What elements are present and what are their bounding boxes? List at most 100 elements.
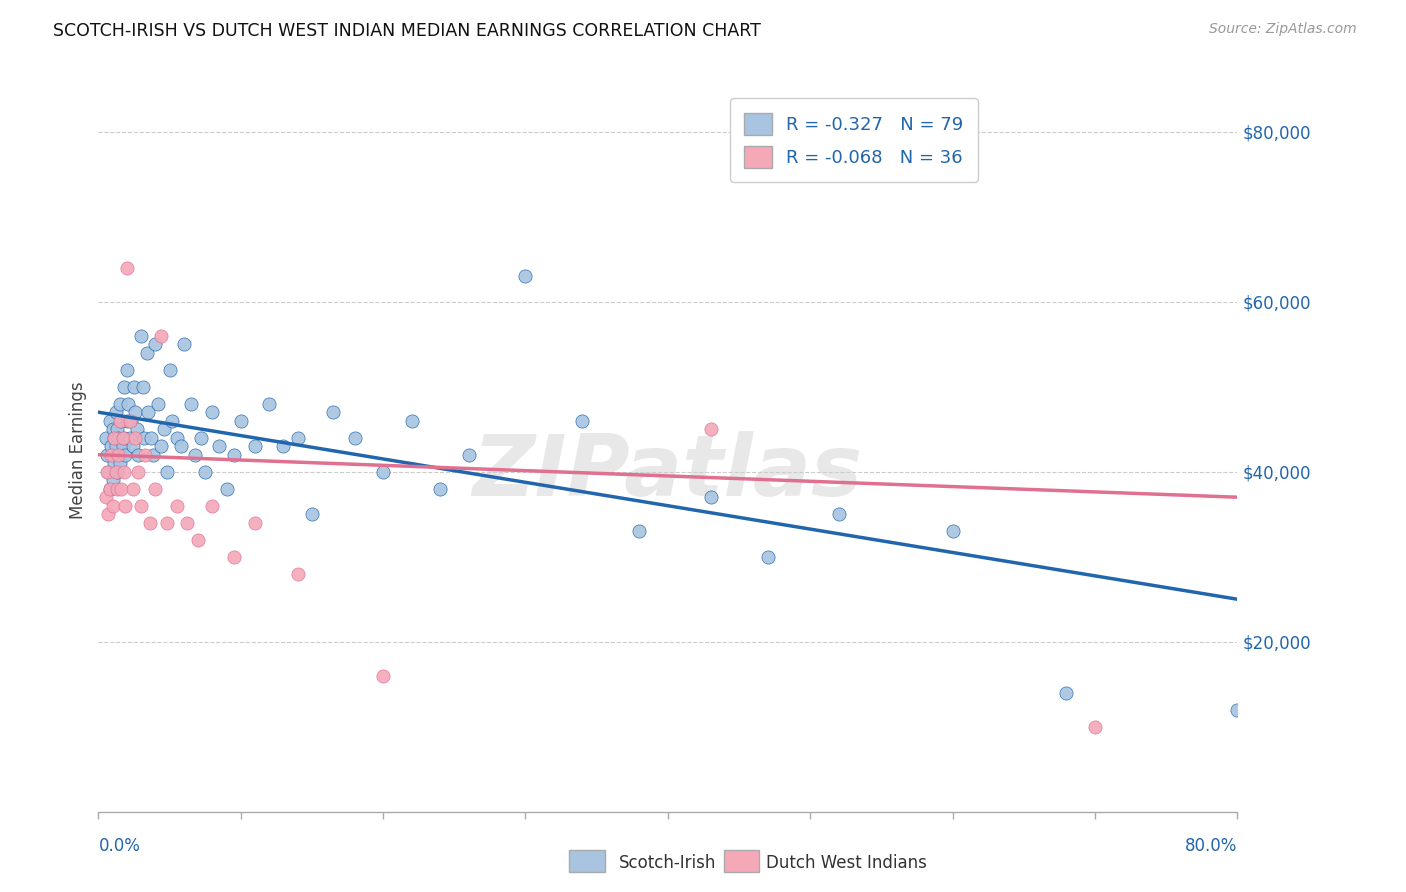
Point — [115, 260, 138, 275]
Point — [429, 482, 451, 496]
Point — [114, 499, 136, 513]
Point — [173, 337, 195, 351]
Point — [190, 431, 212, 445]
Y-axis label: Median Earnings: Median Earnings — [69, 382, 87, 519]
Text: 80.0%: 80.0% — [1185, 837, 1237, 855]
Text: 0.0%: 0.0% — [98, 837, 141, 855]
Point — [159, 362, 181, 376]
Legend: R = -0.327   N = 79, R = -0.068   N = 36: R = -0.327 N = 79, R = -0.068 N = 36 — [730, 98, 977, 182]
Point — [124, 431, 146, 445]
Point — [184, 448, 207, 462]
Point — [118, 431, 141, 445]
Point — [129, 328, 152, 343]
Point — [166, 499, 188, 513]
Point — [222, 549, 245, 564]
Point — [127, 448, 149, 462]
Point — [273, 439, 295, 453]
Point — [96, 465, 118, 479]
Point — [117, 397, 139, 411]
Point — [259, 397, 281, 411]
Point — [201, 405, 224, 419]
Point — [112, 465, 135, 479]
Point — [156, 465, 179, 479]
Point — [94, 490, 117, 504]
Point — [108, 397, 131, 411]
Point — [229, 414, 252, 428]
Point — [105, 465, 128, 479]
Point — [114, 448, 136, 462]
Point — [110, 414, 132, 428]
Text: Source: ZipAtlas.com: Source: ZipAtlas.com — [1209, 22, 1357, 37]
Point — [215, 482, 238, 496]
Point — [121, 439, 143, 453]
Point — [187, 533, 209, 547]
Point — [118, 414, 141, 428]
Text: Scotch-Irish: Scotch-Irish — [619, 855, 716, 872]
Point — [124, 405, 146, 419]
Point — [145, 337, 167, 351]
Point — [194, 465, 217, 479]
Point — [120, 414, 142, 428]
Point — [101, 473, 124, 487]
Point — [134, 448, 156, 462]
Point — [112, 431, 135, 445]
Point — [127, 465, 149, 479]
Point — [129, 499, 152, 513]
Point — [100, 448, 122, 462]
Point — [201, 499, 224, 513]
Point — [373, 669, 395, 683]
Point — [98, 414, 121, 428]
Point — [828, 507, 851, 521]
Point — [628, 524, 651, 539]
Point — [457, 448, 479, 462]
Point — [94, 431, 117, 445]
Point — [180, 397, 202, 411]
Point — [97, 507, 120, 521]
Point — [101, 448, 124, 462]
Point — [97, 465, 120, 479]
Point — [115, 414, 138, 428]
Point — [108, 456, 131, 470]
Point — [756, 549, 779, 564]
Point — [139, 431, 162, 445]
Point — [104, 439, 127, 453]
Point — [107, 431, 129, 445]
Point — [111, 431, 134, 445]
Point — [103, 456, 125, 470]
Point — [162, 414, 184, 428]
Point — [222, 448, 245, 462]
Point — [156, 516, 179, 530]
Point — [101, 499, 124, 513]
Point — [98, 482, 121, 496]
Point — [1084, 720, 1107, 734]
Point — [322, 405, 344, 419]
Point — [301, 507, 323, 521]
Point — [153, 422, 176, 436]
Point — [125, 422, 148, 436]
Point — [1226, 703, 1249, 717]
Point — [111, 439, 134, 453]
Point — [166, 431, 188, 445]
Point — [148, 397, 170, 411]
Text: ZIPatlas: ZIPatlas — [472, 431, 863, 514]
Point — [132, 431, 155, 445]
Point — [138, 516, 160, 530]
Point — [101, 422, 124, 436]
Point — [401, 414, 423, 428]
Point — [942, 524, 965, 539]
Point — [105, 422, 128, 436]
Point — [373, 465, 395, 479]
Point — [287, 431, 309, 445]
Point — [121, 482, 143, 496]
Point — [98, 482, 121, 496]
Point — [131, 380, 153, 394]
Point — [122, 380, 145, 394]
Point — [136, 405, 159, 419]
Point — [100, 439, 122, 453]
Point — [104, 465, 127, 479]
Point — [103, 431, 125, 445]
Point — [150, 439, 173, 453]
Point — [115, 362, 138, 376]
Point — [699, 490, 721, 504]
Point — [287, 566, 309, 581]
